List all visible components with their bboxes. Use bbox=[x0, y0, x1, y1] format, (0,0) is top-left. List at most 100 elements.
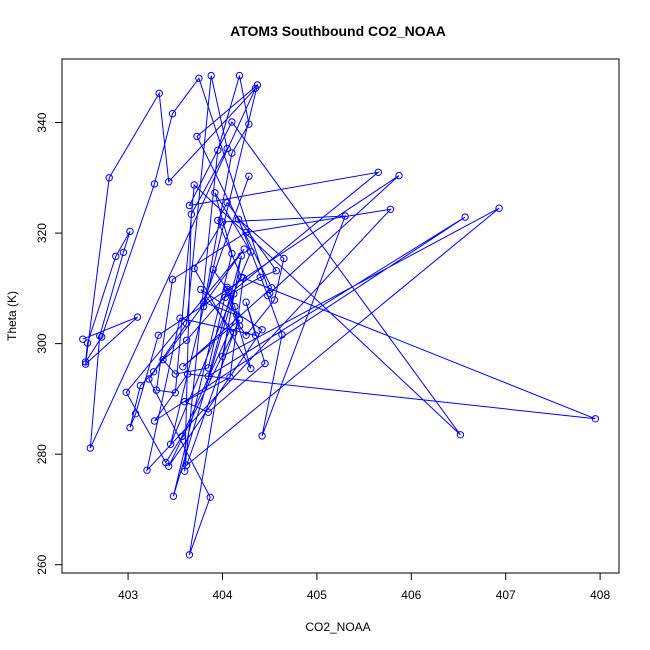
data-point bbox=[83, 339, 92, 347]
data-point bbox=[261, 359, 269, 368]
data-point bbox=[182, 336, 191, 344]
data-point bbox=[245, 172, 253, 180]
data-point bbox=[272, 267, 280, 275]
data-point bbox=[207, 71, 215, 80]
data-point bbox=[234, 215, 243, 224]
data-point bbox=[131, 410, 140, 418]
data-point bbox=[159, 356, 167, 364]
data-point bbox=[256, 273, 264, 281]
data-point bbox=[278, 331, 286, 339]
data-point bbox=[374, 168, 382, 177]
data-point bbox=[228, 249, 236, 258]
data-point bbox=[171, 389, 180, 397]
data-point bbox=[230, 328, 238, 337]
y-tick-label: 280 bbox=[35, 444, 49, 464]
x-tick-label: 407 bbox=[496, 588, 516, 602]
data-point bbox=[165, 178, 173, 186]
data-point bbox=[242, 298, 250, 306]
data-point bbox=[187, 210, 196, 219]
data-point bbox=[223, 283, 231, 291]
data-point bbox=[150, 417, 159, 425]
data-point bbox=[239, 274, 248, 282]
data-point bbox=[136, 381, 145, 390]
data-point bbox=[386, 205, 395, 214]
data-point bbox=[199, 298, 208, 306]
data-point bbox=[233, 311, 241, 319]
data-point bbox=[280, 254, 288, 263]
y-axis: 260 280 300 320 340 bbox=[35, 112, 62, 575]
x-tick-label: 403 bbox=[118, 588, 138, 602]
data-point bbox=[197, 285, 205, 294]
data-point bbox=[145, 375, 153, 383]
y-tick-label: 260 bbox=[35, 554, 49, 574]
y-axis-label: Theta (K) bbox=[5, 291, 19, 341]
data-point bbox=[461, 213, 469, 221]
data-point bbox=[218, 218, 227, 226]
data-point bbox=[182, 461, 191, 469]
data-point bbox=[181, 398, 189, 406]
data-point bbox=[242, 228, 250, 237]
data-point bbox=[105, 174, 113, 182]
data-point bbox=[185, 201, 194, 210]
data-point bbox=[206, 493, 214, 501]
data-point bbox=[267, 284, 276, 292]
data-point bbox=[264, 291, 272, 300]
data-point bbox=[209, 265, 217, 274]
data-point bbox=[176, 314, 184, 322]
data-point bbox=[185, 551, 194, 559]
data-point bbox=[221, 293, 230, 301]
data-point bbox=[171, 370, 180, 378]
data-point bbox=[253, 81, 262, 89]
x-tick-label: 408 bbox=[590, 588, 610, 602]
y-tick-label: 320 bbox=[35, 223, 49, 243]
data-point bbox=[152, 386, 161, 394]
data-point bbox=[81, 358, 90, 366]
data-point bbox=[190, 181, 198, 189]
data-point bbox=[242, 331, 250, 339]
x-axis-label: CO2_NOAA bbox=[305, 620, 370, 634]
data-point bbox=[228, 118, 236, 126]
data-point bbox=[122, 388, 130, 396]
data-point bbox=[218, 352, 227, 360]
data-point bbox=[228, 149, 236, 157]
data-point bbox=[456, 431, 465, 439]
data-point bbox=[247, 248, 255, 256]
data-point bbox=[150, 180, 159, 188]
data-point bbox=[270, 296, 279, 304]
data-point bbox=[133, 313, 142, 321]
series-line bbox=[82, 75, 596, 555]
data-point bbox=[204, 372, 213, 380]
data-point bbox=[126, 423, 134, 432]
data-point bbox=[231, 302, 239, 311]
data-point bbox=[258, 432, 266, 440]
data-point bbox=[86, 444, 95, 452]
data-point bbox=[395, 171, 403, 180]
data-point bbox=[237, 252, 246, 260]
data-point bbox=[214, 216, 222, 225]
data-point bbox=[214, 146, 222, 154]
data-point bbox=[190, 264, 198, 273]
data-point bbox=[166, 440, 175, 448]
data-point bbox=[245, 120, 253, 128]
data-point bbox=[182, 320, 191, 328]
plot-frame bbox=[61, 58, 620, 574]
x-axis: 403 404 405 406 407 408 bbox=[118, 573, 610, 602]
data-point bbox=[119, 248, 128, 257]
data-point bbox=[235, 71, 244, 80]
data-point bbox=[341, 212, 349, 220]
data-point bbox=[183, 370, 192, 378]
data-point bbox=[258, 326, 266, 334]
data-point bbox=[178, 432, 186, 441]
data-point bbox=[591, 415, 600, 423]
data-point bbox=[155, 89, 163, 98]
data-point bbox=[126, 227, 134, 236]
data-point bbox=[143, 466, 151, 474]
data-point bbox=[149, 368, 158, 376]
data-point bbox=[169, 492, 178, 500]
chart-title: ATOM3 Southbound CO2_NOAA bbox=[230, 23, 446, 39]
data-point bbox=[79, 335, 87, 343]
data-point bbox=[96, 332, 104, 340]
data-point bbox=[230, 290, 238, 298]
data-point bbox=[168, 110, 177, 118]
